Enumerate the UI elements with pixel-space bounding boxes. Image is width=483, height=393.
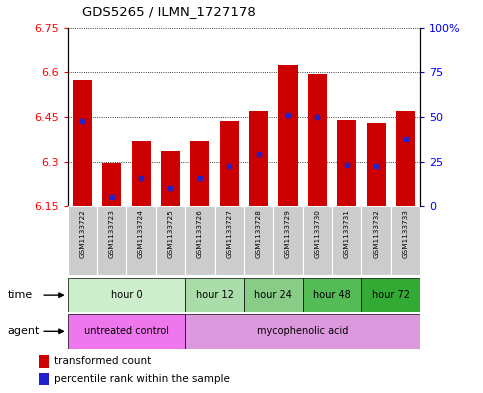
Bar	[97, 206, 127, 275]
Bar	[39, 355, 49, 368]
Bar	[303, 206, 332, 275]
Bar	[190, 141, 210, 206]
Bar	[185, 314, 420, 349]
Text: GSM1133723: GSM1133723	[109, 209, 114, 258]
Bar	[396, 111, 415, 206]
Bar	[185, 206, 214, 275]
Text: GDS5265 / ILMN_1727178: GDS5265 / ILMN_1727178	[82, 5, 256, 18]
Bar	[131, 141, 151, 206]
Text: GSM1133733: GSM1133733	[402, 209, 409, 258]
Text: GSM1133729: GSM1133729	[285, 209, 291, 258]
Text: hour 72: hour 72	[372, 290, 410, 300]
Bar	[273, 206, 303, 275]
Text: GSM1133728: GSM1133728	[256, 209, 262, 258]
Text: GSM1133727: GSM1133727	[226, 209, 232, 258]
Bar	[244, 206, 273, 275]
Text: percentile rank within the sample: percentile rank within the sample	[54, 374, 229, 384]
Text: GSM1133732: GSM1133732	[373, 209, 379, 258]
Bar	[220, 121, 239, 206]
Bar	[332, 206, 361, 275]
Text: GSM1133725: GSM1133725	[168, 209, 173, 258]
Text: hour 24: hour 24	[255, 290, 292, 300]
Bar	[244, 278, 303, 312]
Bar	[361, 206, 391, 275]
Text: time: time	[7, 290, 32, 300]
Text: hour 48: hour 48	[313, 290, 351, 300]
Text: GSM1133730: GSM1133730	[314, 209, 320, 258]
Bar	[102, 163, 121, 206]
Text: hour 0: hour 0	[111, 290, 142, 300]
Bar	[391, 206, 420, 275]
Bar	[68, 278, 185, 312]
Bar	[361, 278, 420, 312]
Bar	[161, 151, 180, 206]
Text: hour 12: hour 12	[196, 290, 233, 300]
Bar	[156, 206, 185, 275]
Bar	[337, 120, 356, 206]
Bar	[68, 206, 97, 275]
Bar	[73, 80, 92, 206]
Text: GSM1133722: GSM1133722	[79, 209, 85, 258]
Bar	[39, 373, 49, 385]
Bar	[249, 111, 268, 206]
Bar	[185, 278, 244, 312]
Bar	[367, 123, 386, 206]
Text: transformed count: transformed count	[54, 356, 151, 366]
Text: GSM1133731: GSM1133731	[344, 209, 350, 258]
Text: GSM1133724: GSM1133724	[138, 209, 144, 258]
Bar	[278, 65, 298, 206]
Bar	[127, 206, 156, 275]
Bar	[308, 74, 327, 206]
Bar	[303, 278, 361, 312]
Bar	[214, 206, 244, 275]
Text: untreated control: untreated control	[84, 326, 169, 336]
Text: GSM1133726: GSM1133726	[197, 209, 203, 258]
Text: mycophenolic acid: mycophenolic acid	[257, 326, 348, 336]
Bar	[68, 314, 185, 349]
Text: agent: agent	[7, 326, 40, 336]
